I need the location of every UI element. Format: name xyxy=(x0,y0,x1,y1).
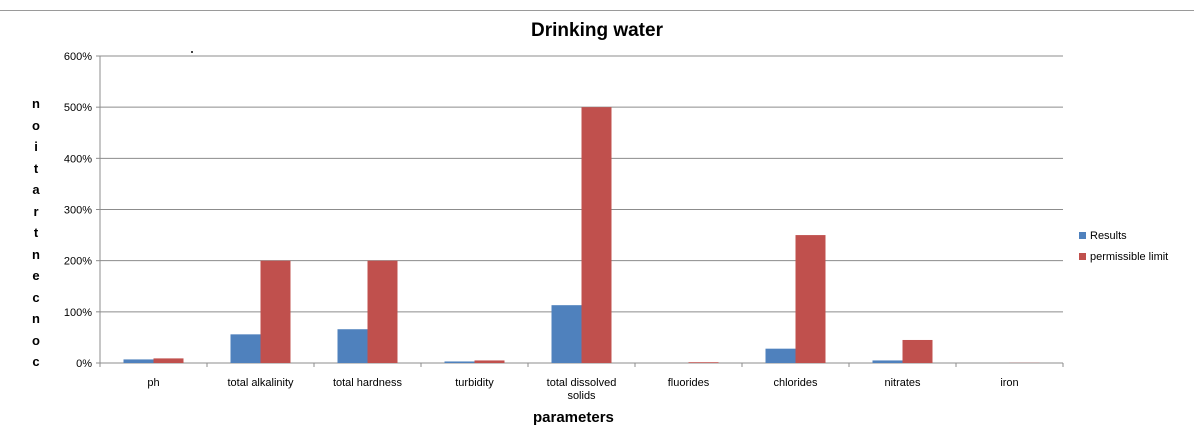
bar-permissible-limit xyxy=(260,260,291,363)
bar-results xyxy=(230,334,261,363)
bar-permissible-limit xyxy=(367,260,398,363)
legend-swatch xyxy=(1079,232,1086,239)
y-axis-label-char: n xyxy=(32,96,40,111)
x-category-label: total hardness xyxy=(333,377,403,389)
y-axis-label-char: t xyxy=(33,225,39,240)
y-axis-label-char: c xyxy=(32,289,40,305)
y-axis-label-char: n xyxy=(32,246,40,262)
x-category-label: ph xyxy=(147,377,159,389)
y-axis-label-char: i xyxy=(34,139,38,154)
legend-item: permissible limit xyxy=(1079,246,1168,267)
legend: Results permissible limit xyxy=(1079,225,1168,267)
bar-permissible-limit xyxy=(795,235,826,363)
bar-permissible-limit xyxy=(581,107,612,364)
bar-results xyxy=(444,361,475,363)
x-category-label: fluorides xyxy=(668,377,710,389)
bar-results xyxy=(337,329,368,363)
top-divider xyxy=(0,10,1194,11)
y-axis-label-char: t xyxy=(33,160,39,176)
bar-results xyxy=(765,348,796,363)
bar-permissible-limit xyxy=(153,358,184,363)
y-tick-label: 0% xyxy=(76,358,92,370)
y-axis-label-char: e xyxy=(32,268,40,283)
y-axis-label-char: o xyxy=(32,117,40,133)
stray-dot xyxy=(191,51,193,53)
x-category-label: iron xyxy=(1000,377,1018,389)
y-tick-label: 600% xyxy=(64,51,92,63)
y-axis-label-char: r xyxy=(33,203,39,219)
legend-label: permissible limit xyxy=(1090,250,1169,263)
x-category-label: chlorides xyxy=(773,377,818,389)
y-axis-label-char: n xyxy=(32,311,40,326)
y-tick-label: 200% xyxy=(64,256,92,268)
legend-item: Results xyxy=(1079,225,1168,246)
x-category-label: total dissolved solids xyxy=(547,377,617,402)
bar-results xyxy=(872,360,903,363)
x-category-label: total alkalinity xyxy=(227,377,294,389)
chart-title: Drinking water xyxy=(531,20,663,41)
bar-results xyxy=(551,305,582,363)
y-tick-label: 100% xyxy=(64,307,92,319)
x-category-label: nitrates xyxy=(884,377,921,389)
y-tick-label: 300% xyxy=(64,205,92,217)
y-axis-label-char: c xyxy=(32,354,40,369)
legend-swatch xyxy=(1079,253,1086,260)
y-axis-label-char: o xyxy=(32,332,40,348)
y-tick-label: 500% xyxy=(64,102,92,114)
x-axis-label: parameters xyxy=(533,409,614,426)
bar-permissible-limit xyxy=(688,362,719,363)
bar-permissible-limit xyxy=(474,360,505,363)
y-tick-label: 400% xyxy=(64,153,92,165)
bar-permissible-limit xyxy=(902,339,933,363)
bar-results xyxy=(123,359,154,363)
legend-label: Results xyxy=(1090,229,1127,242)
y-axis-label-char: a xyxy=(32,182,40,197)
x-category-label: turbidity xyxy=(455,377,494,389)
